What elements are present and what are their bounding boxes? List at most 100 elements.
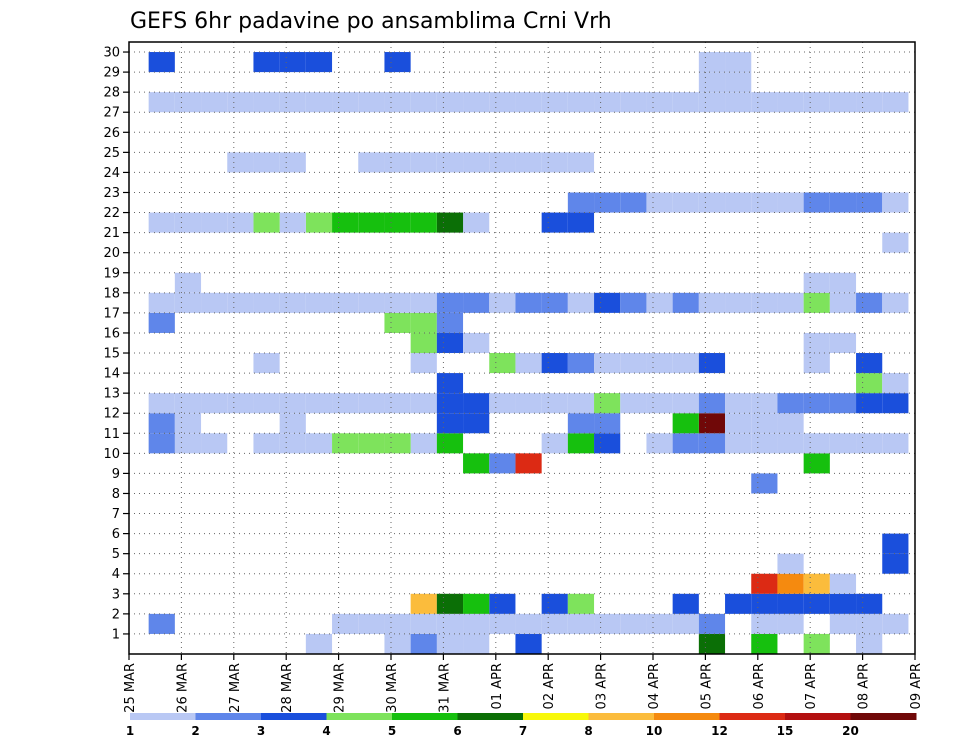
heatmap-cell (777, 292, 804, 313)
x-tick-label: 25 MAR (123, 663, 138, 713)
heatmap-cell (174, 433, 202, 454)
heatmap-cell (829, 573, 857, 594)
heatmap-cell (515, 453, 542, 474)
x-tick-label: 27 MAR (228, 663, 243, 713)
y-tick-label: 17 (103, 306, 120, 321)
heatmap-cell (148, 413, 175, 434)
heatmap-cells (148, 52, 909, 654)
heatmap-cell (332, 433, 359, 454)
heatmap-cell (725, 192, 752, 213)
heatmap-cell (384, 393, 411, 414)
heatmap-cell (305, 92, 333, 113)
heatmap-cell (829, 192, 857, 213)
heatmap-cell (856, 393, 883, 414)
colorbar: 1 2 3 4 5 6 7 8 10 12 15 20 (126, 713, 917, 738)
heatmap-cell (882, 292, 909, 313)
heatmap-cell (882, 553, 909, 574)
heatmap-cell (777, 573, 804, 594)
heatmap-cell (358, 433, 385, 454)
heatmap-cell (332, 92, 359, 113)
heatmap-cell (489, 92, 516, 113)
heatmap-cell (253, 393, 280, 414)
heatmap-cell (410, 212, 437, 233)
y-tick-label: 15 (103, 347, 120, 362)
heatmap-cell (751, 393, 778, 414)
heatmap-cell (410, 92, 437, 113)
heatmap-cell (567, 613, 595, 634)
heatmap-cell (829, 92, 857, 113)
heatmap-cell (148, 92, 175, 113)
heatmap-cell (882, 232, 909, 253)
heatmap-cell (227, 152, 254, 173)
heatmap-cell (279, 152, 306, 173)
x-tick-label: 02 APR (542, 663, 557, 709)
heatmap-cell (567, 92, 595, 113)
y-tick-label: 8 (112, 487, 120, 502)
heatmap-cell (227, 92, 254, 113)
heatmap-cell (489, 593, 516, 614)
heatmap-cell (725, 593, 752, 614)
heatmap-cell (148, 52, 175, 73)
heatmap-cell (253, 433, 280, 454)
heatmap-cell (174, 92, 202, 113)
x-tick-label: 28 MAR (280, 663, 295, 713)
heatmap-cell (725, 393, 752, 414)
heatmap-cell (436, 292, 464, 313)
heatmap-cell (620, 92, 647, 113)
heatmap-cell (698, 353, 726, 374)
heatmap-cell (279, 433, 306, 454)
heatmap-cell (856, 433, 883, 454)
heatmap-cell (594, 353, 621, 374)
x-tick-label: 01 APR (490, 663, 505, 709)
heatmap-cell (646, 393, 673, 414)
heatmap-cell (436, 92, 464, 113)
heatmap-cell (436, 212, 464, 233)
heatmap-cell (803, 92, 830, 113)
heatmap-cell (515, 613, 542, 634)
heatmap-cell (646, 292, 673, 313)
colorbar-segment (130, 713, 196, 720)
heatmap-cell (594, 192, 621, 213)
colorbar-label: 1 (126, 724, 134, 738)
heatmap-cell (358, 92, 385, 113)
heatmap-cell (594, 613, 621, 634)
heatmap-cell (463, 332, 490, 354)
heatmap-cell (751, 613, 778, 634)
heatmap-cell (515, 92, 542, 113)
heatmap-cell (751, 573, 778, 594)
heatmap-cell (541, 593, 568, 614)
heatmap-cell (515, 152, 542, 173)
y-tick-label: 30 (103, 46, 120, 61)
heatmap-cell (227, 292, 254, 313)
heatmap-cell (882, 373, 909, 394)
colorbar-segment (392, 713, 458, 720)
heatmap-cell (672, 353, 699, 374)
heatmap-cell (803, 393, 830, 414)
heatmap-cell (384, 613, 411, 634)
x-tick-label: 31 MAR (437, 663, 452, 713)
heatmap-cell (856, 633, 883, 654)
heatmap-cell (384, 152, 411, 173)
heatmap-cell (463, 212, 490, 233)
heatmap-cell (856, 373, 883, 394)
colorbar-segment (785, 713, 851, 720)
heatmap-cell (856, 593, 883, 614)
x-tick-label: 03 APR (595, 663, 610, 709)
heatmap-cell (803, 433, 830, 454)
y-tick-label: 14 (103, 367, 120, 382)
heatmap-cell (463, 593, 490, 614)
heatmap-cell (463, 613, 490, 634)
heatmap-cell (803, 593, 830, 614)
heatmap-cell (882, 533, 909, 554)
heatmap-cell (384, 433, 411, 454)
heatmap-cell (332, 613, 359, 634)
colorbar-segment (195, 713, 262, 720)
x-tick-label: 30 MAR (385, 663, 400, 713)
heatmap-cell (725, 52, 752, 73)
heatmap-cell (829, 593, 857, 614)
heatmap-cell (201, 292, 228, 313)
heatmap-cell (332, 292, 359, 313)
heatmap-cell (305, 52, 333, 73)
heatmap-cell (436, 312, 464, 333)
